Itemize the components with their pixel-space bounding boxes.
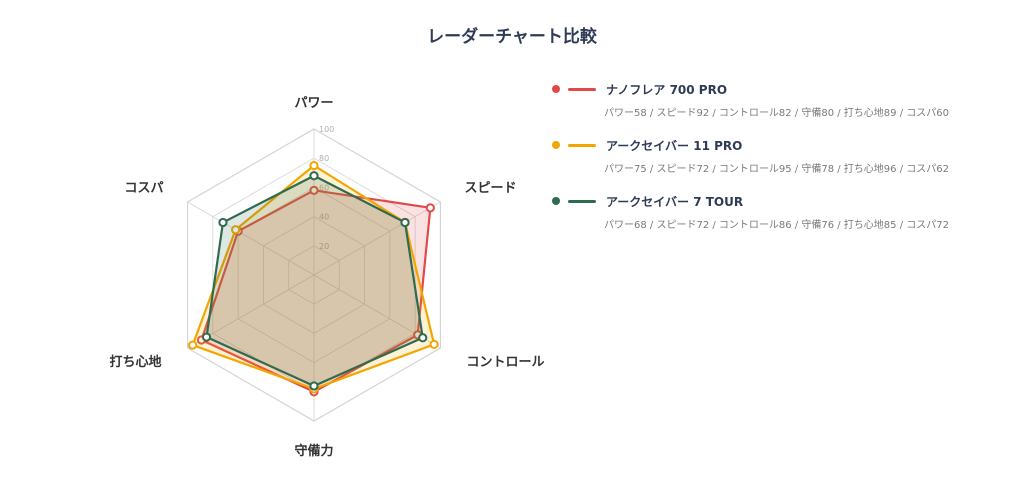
data-point[interactable]	[309, 160, 319, 171]
legend-item[interactable]: ナノフレア 700 PRO パワー58 / スピード92 / コントロール82 …	[552, 80, 1012, 136]
legend-series-name: アークセイバー 7 TOUR	[606, 194, 744, 209]
radar-series	[188, 160, 439, 397]
data-point[interactable]	[309, 185, 319, 195]
data-point[interactable]	[400, 217, 410, 228]
legend-marker-line	[568, 87, 596, 91]
chart-title: レーダーチャート比較	[427, 27, 597, 47]
axis-label: スピード	[464, 181, 516, 196]
tick-label: 60	[319, 183, 329, 192]
data-point[interactable]	[201, 332, 212, 342]
data-point[interactable]	[218, 217, 228, 228]
axis-label: コントロール	[466, 355, 544, 370]
axis-label: 打ち心地	[110, 354, 162, 370]
data-point[interactable]	[188, 340, 198, 350]
axis-label: 守備力	[294, 443, 333, 459]
data-point[interactable]	[429, 339, 439, 349]
legend-series-name: ナノフレア 700 PRO	[606, 82, 728, 97]
tick-label: 80	[319, 154, 329, 163]
legend-item[interactable]: アークセイバー 7 TOUR パワー68 / スピード72 / コントロール86…	[552, 192, 1012, 248]
data-point[interactable]	[425, 203, 435, 213]
data-point[interactable]	[309, 171, 319, 181]
legend-marker-dot	[552, 141, 560, 149]
legend-series-detail: パワー75 / スピード72 / コントロール95 / 守備78 / 打ち心地9…	[604, 164, 949, 175]
legend-series-detail: パワー68 / スピード72 / コントロール86 / 守備76 / 打ち心地8…	[604, 220, 949, 231]
legend: ナノフレア 700 PRO パワー58 / スピード92 / コントロール82 …	[552, 80, 1012, 248]
data-point[interactable]	[418, 333, 428, 343]
grid-spoke	[313, 201, 441, 276]
data-point[interactable]	[231, 225, 241, 235]
legend-marker-dot	[552, 85, 560, 93]
tick-label: 100	[319, 125, 334, 134]
axis-label: パワー	[294, 96, 333, 111]
legend-series-name: アークセイバー 11 PRO	[606, 138, 743, 153]
legend-marker-line	[568, 199, 596, 203]
axis-label: コスパ	[125, 181, 164, 196]
tick-label: 40	[319, 213, 329, 222]
tick-label: 20	[319, 242, 329, 251]
radar-tick-labels: 20 40 60 80 100	[319, 125, 334, 251]
grid-spoke	[187, 201, 315, 276]
legend-item[interactable]: アークセイバー 11 PRO パワー75 / スピード72 / コントロール95…	[552, 136, 1012, 192]
legend-marker-line	[568, 143, 596, 147]
legend-marker-dot	[552, 197, 560, 205]
legend-series-detail: パワー58 / スピード92 / コントロール82 / 守備80 / 打ち心地8…	[604, 108, 949, 119]
data-point[interactable]	[309, 381, 319, 391]
